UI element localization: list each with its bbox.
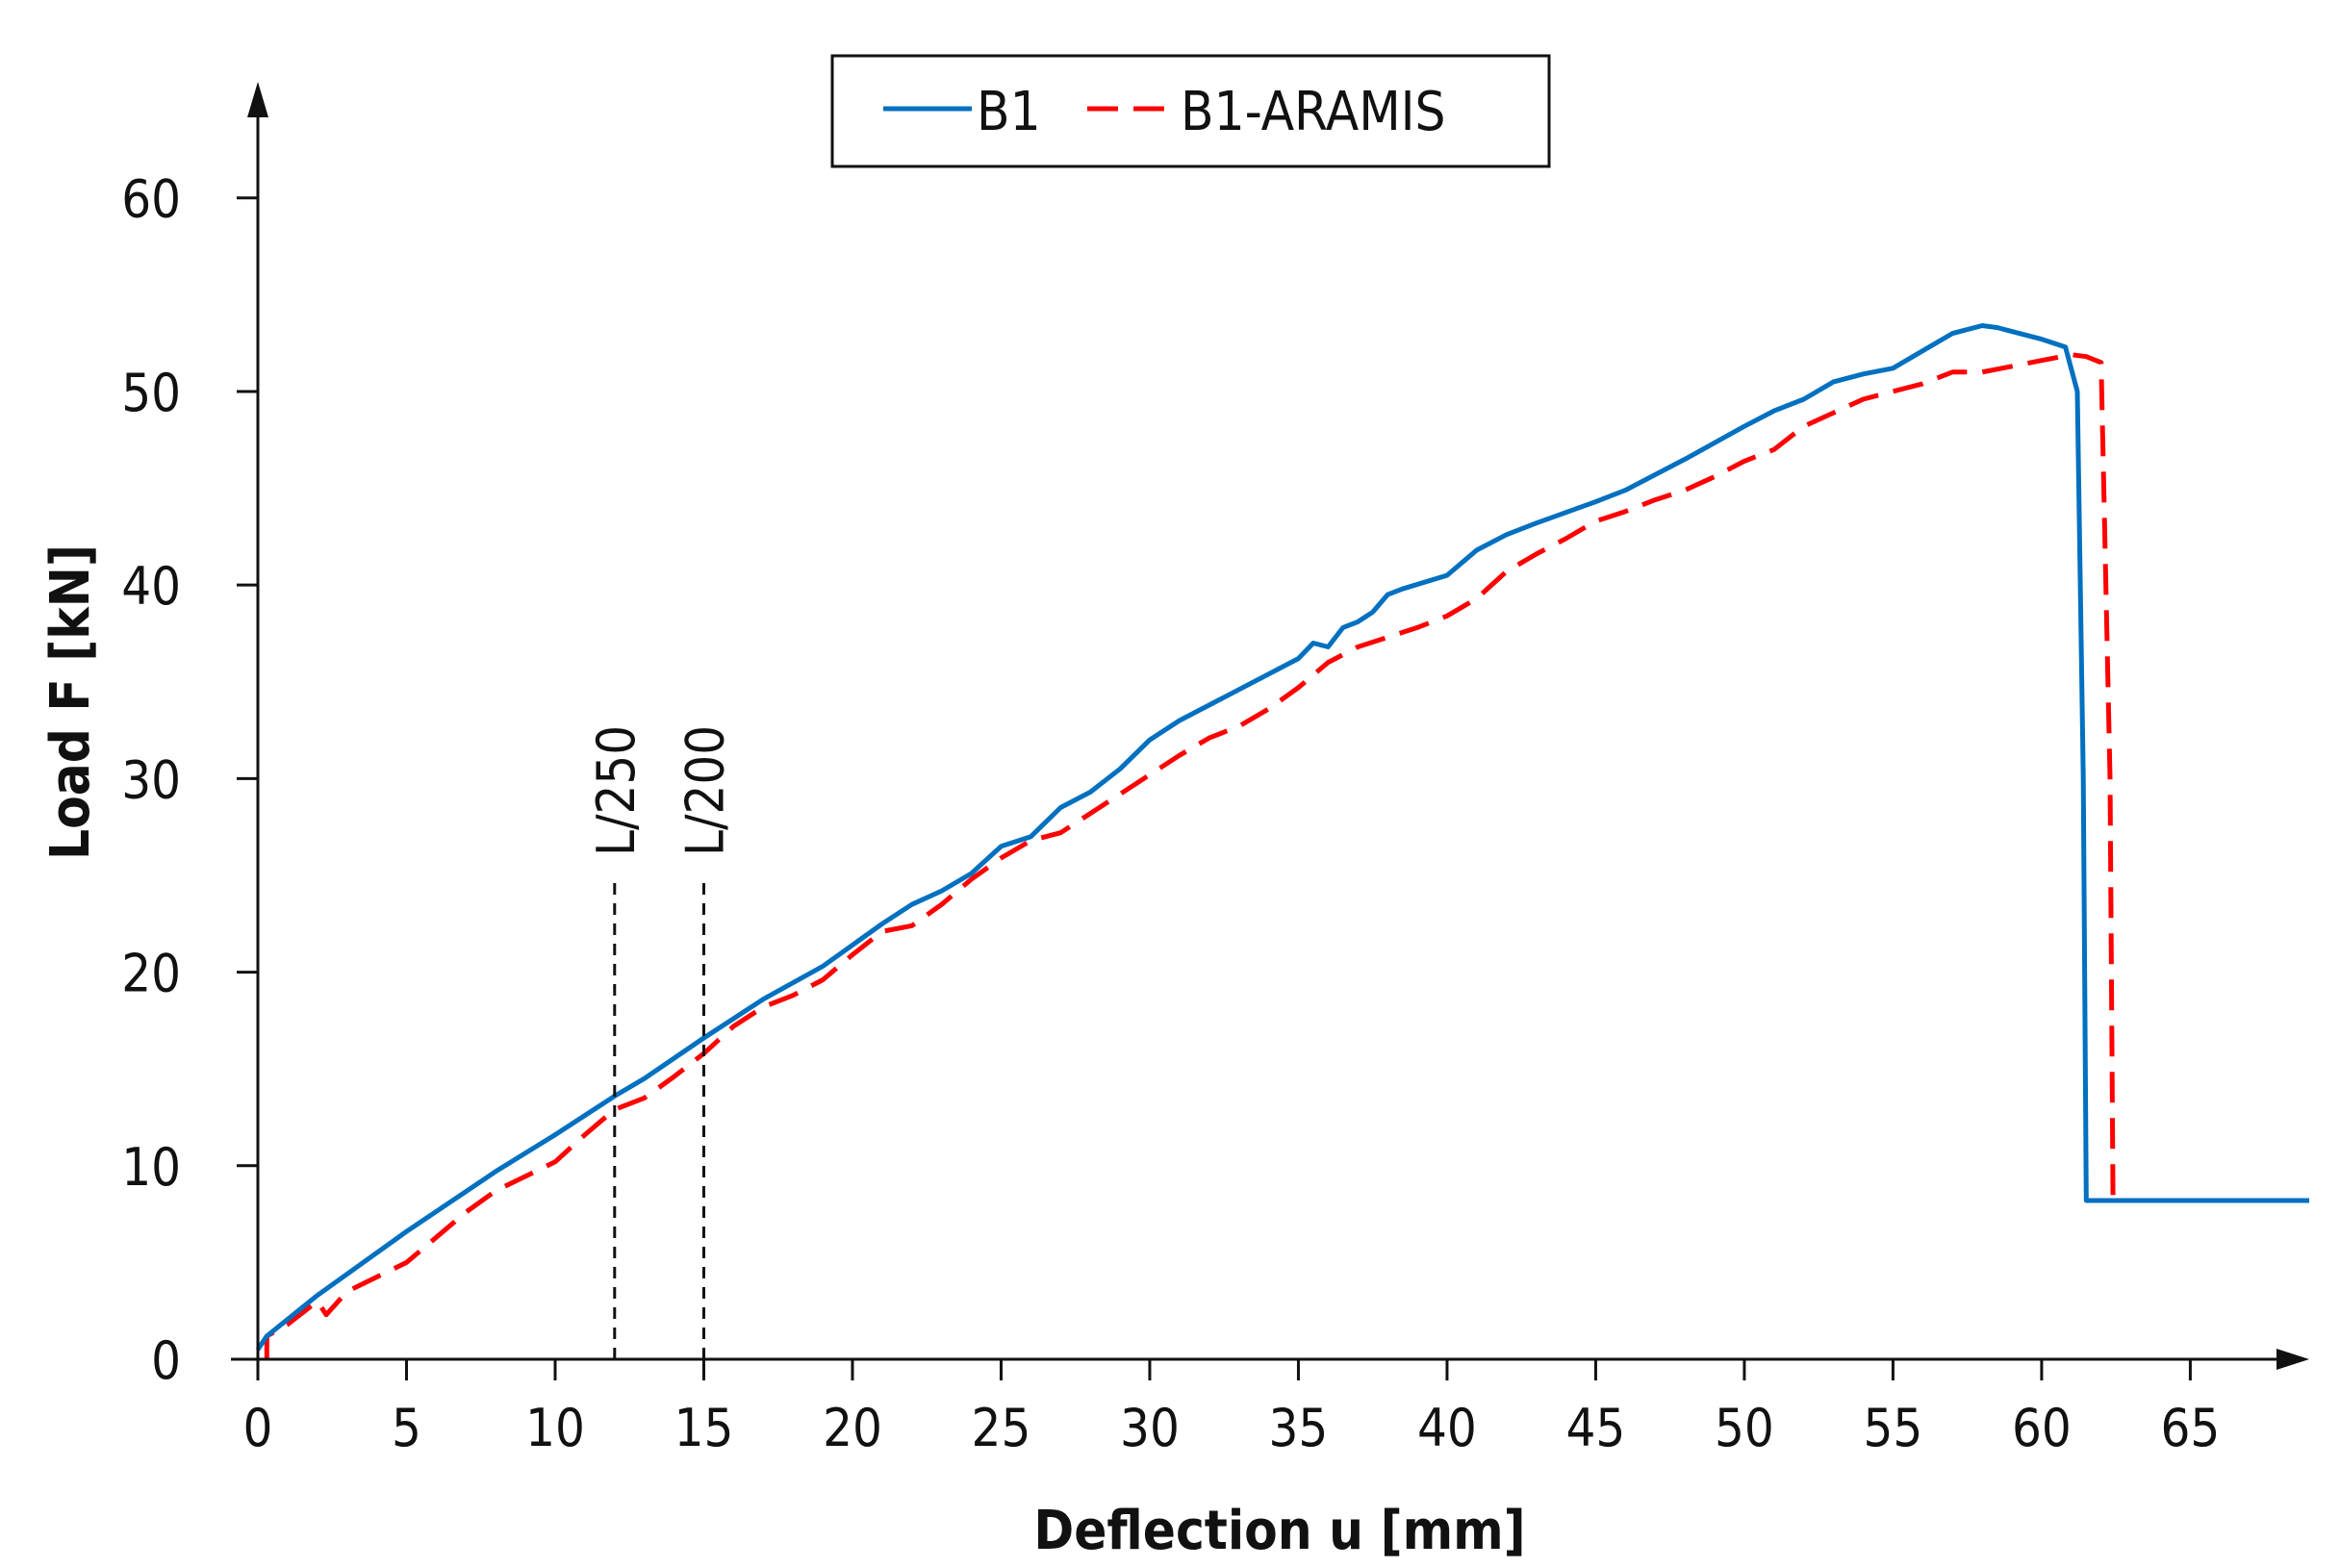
y-tick-label: 40 bbox=[121, 556, 181, 617]
legend-label-b1: B1 bbox=[977, 81, 1041, 143]
x-tick-label: 10 bbox=[525, 1398, 585, 1458]
y-axis-title: Load F [kN] bbox=[39, 544, 102, 860]
x-tick-label: 35 bbox=[1269, 1398, 1329, 1458]
x-tick-label: 15 bbox=[674, 1398, 734, 1458]
x-axis-title: Deflection u [mm] bbox=[1033, 1500, 1525, 1562]
legend-label-b1-aramis: B1-ARAMIS bbox=[1181, 81, 1446, 143]
y-tick-label: 50 bbox=[121, 363, 181, 423]
deflection-limit-label: L/250 bbox=[586, 725, 647, 856]
y-tick-label: 30 bbox=[121, 749, 181, 810]
y-tick-label: 20 bbox=[121, 944, 181, 1004]
y-ticks: 0 10 20 30 40 50 60 bbox=[121, 169, 258, 1391]
annotations: L/250 L/200 bbox=[586, 725, 735, 1359]
series-line-b1 bbox=[255, 323, 2309, 1352]
y-axis-arrow bbox=[247, 82, 268, 117]
x-tick-label: 40 bbox=[1417, 1398, 1477, 1458]
x-tick-label: 50 bbox=[1715, 1398, 1774, 1458]
x-tick-label: 25 bbox=[972, 1398, 1031, 1458]
x-tick-label: 55 bbox=[1864, 1398, 1923, 1458]
x-tick-label: 60 bbox=[2012, 1398, 2072, 1458]
y-tick-label: 10 bbox=[121, 1137, 181, 1198]
y-tick-label: 60 bbox=[121, 169, 181, 230]
axes bbox=[231, 82, 2309, 1370]
x-tick-label: 30 bbox=[1120, 1398, 1180, 1458]
series-line-b1-aramis bbox=[264, 352, 2309, 1359]
x-tick-label: 5 bbox=[392, 1398, 421, 1458]
x-tick-label: 45 bbox=[1566, 1398, 1626, 1458]
legend: B1 B1-ARAMIS bbox=[830, 54, 1551, 168]
plot-lines bbox=[255, 323, 2309, 1359]
x-axis-arrow bbox=[2276, 1349, 2309, 1370]
x-tick-label: 20 bbox=[823, 1398, 882, 1458]
x-ticks: 0 5 10 15 20 25 30 35 40 45 50 55 60 65 bbox=[243, 1359, 2220, 1458]
y-tick-label: 0 bbox=[151, 1330, 181, 1391]
x-tick-label: 65 bbox=[2160, 1398, 2220, 1458]
deflection-limit-label: L/200 bbox=[674, 725, 735, 856]
x-tick-label: 0 bbox=[243, 1398, 273, 1458]
